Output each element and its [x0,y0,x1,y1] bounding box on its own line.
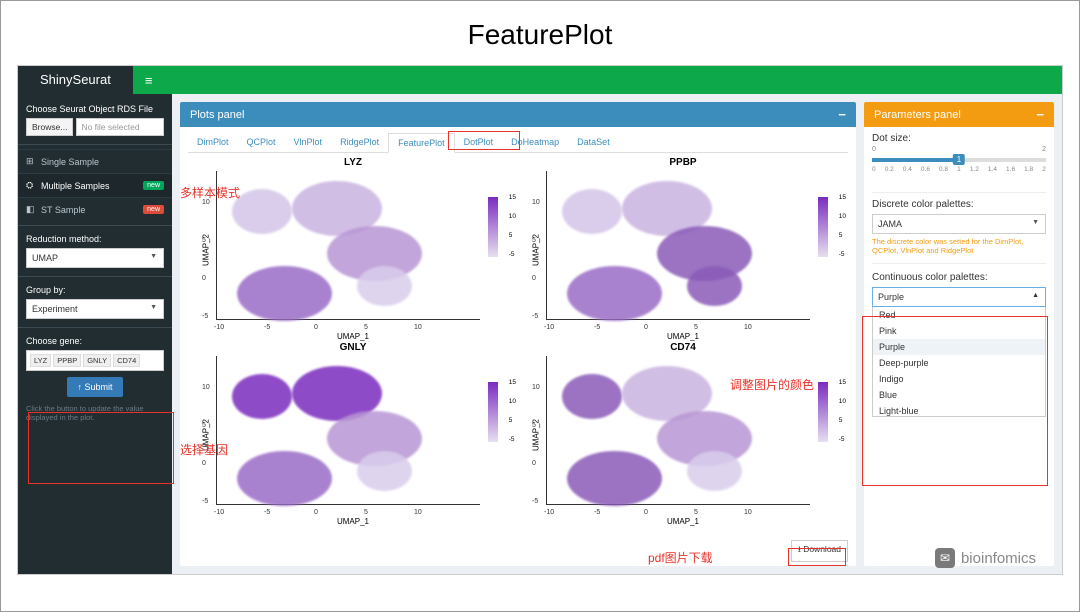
tab-doheatmap[interactable]: DoHeatmap [502,133,568,152]
hamburger-icon[interactable]: ≡ [133,73,165,88]
continuous-palette-label: Continuous color palettes: [872,272,1046,283]
plot-axes [216,171,480,320]
new-badge: new [143,205,164,214]
tab-dimplot[interactable]: DimPlot [188,133,238,152]
gene-label: Choose gene: [26,336,164,346]
x-axis-label: UMAP_1 [337,332,369,341]
collapse-icon[interactable]: − [1036,107,1044,122]
subplot-title: GNLY [188,342,518,353]
watermark: ✉ bioinfomics [935,548,1036,568]
reduction-label: Reduction method: [26,234,164,244]
collapse-icon[interactable]: − [838,107,846,122]
annot-pdf-download: pdf图片下载 [648,549,713,566]
palette-option[interactable]: Light-blue [873,403,1045,417]
chart-icon: ⛭ [26,180,36,191]
color-legend [488,382,498,442]
x-axis-label: UMAP_1 [667,517,699,526]
params-panel-header: Parameters panel − [864,102,1054,127]
subplot-title: PPBP [518,157,848,168]
subplot-title: LYZ [188,157,518,168]
plots-panel-header: Plots panel − [180,102,856,127]
new-badge: new [143,181,164,190]
palette-option[interactable]: Indigo [873,371,1045,387]
tab-dataset[interactable]: DataSet [568,133,619,152]
color-legend [488,197,498,257]
sidebar-item-label: Multiple Samples [41,181,110,191]
subplot: PPBP UMAP_2 UMAP_1 15105-5-10-50510-5051… [518,157,848,342]
x-axis-label: UMAP_1 [667,332,699,341]
gene-tag[interactable]: GNLY [83,354,111,367]
tab-qcplot[interactable]: QCPlot [238,133,285,152]
gene-tag[interactable]: PPBP [53,354,81,367]
tab-ridgeplot[interactable]: RidgePlot [331,133,388,152]
file-label: Choose Seurat Object RDS File [26,104,164,114]
submit-hint: Click the button to update the value dis… [18,401,172,425]
legend-ticks: 15105-5 [509,195,516,259]
color-legend [818,197,828,257]
discrete-hint: The discrete color was setted for the Di… [872,237,1046,255]
legend-ticks: 15105-5 [839,380,846,444]
content-area: Plots panel − DimPlot QCPlot VlnPlot Rid… [172,94,1062,574]
sidebar-item-single-sample[interactable]: ⊞ Single Sample [18,149,172,173]
dot-size-slider[interactable]: 02 1 00.20.40.60.811.21.41.61.82 [872,148,1046,182]
wechat-icon: ✉ [935,548,955,568]
page-title: FeaturePlot [1,1,1079,65]
subplot-title: CD74 [518,342,848,353]
download-button[interactable]: ⭳ Download [791,540,848,562]
continuous-palette-options[interactable]: RedPinkPurpleDeep-purpleIndigoBlueLight-… [872,307,1046,417]
plots-panel-title: Plots panel [190,109,244,121]
topbar: ShinySeurat ≡ [18,66,1062,94]
slider-thumb[interactable]: 1 [953,154,965,165]
continuous-palette-select[interactable]: Purple [872,287,1046,307]
params-panel-title: Parameters panel [874,109,961,121]
plot-grid: LYZ UMAP_2 UMAP_1 15105-5-10-50510-50510… [188,157,848,527]
browse-button[interactable]: Browse... [26,118,73,136]
layers-icon: ◧ [26,204,36,215]
tab-featureplot[interactable]: FeaturePlot [388,133,455,153]
group-select[interactable]: Experiment [26,299,164,319]
plot-tabs: DimPlot QCPlot VlnPlot RidgePlot Feature… [188,133,848,153]
gene-tags-input[interactable]: LYZ PPBP GNLY CD74 [26,350,164,371]
group-label: Group by: [26,285,164,295]
dot-size-label: Dot size: [872,133,1046,144]
app-frame: ShinySeurat ≡ Choose Seurat Object RDS F… [17,65,1063,575]
sidebar-item-st-sample[interactable]: ◧ ST Sample new [18,197,172,221]
discrete-palette-label: Discrete color palettes: [872,199,1046,210]
palette-option[interactable]: Red [873,307,1045,323]
discrete-palette-select[interactable]: JAMA [872,214,1046,234]
annot-multi-sample: 多样本模式 [180,184,240,201]
color-legend [818,382,828,442]
file-name-field: No file selected [76,118,164,136]
subplot: GNLY UMAP_2 UMAP_1 15105-5-10-50510-5051… [188,342,518,527]
sidebar-item-label: ST Sample [41,205,85,215]
palette-option[interactable]: Blue [873,387,1045,403]
x-axis-label: UMAP_1 [337,517,369,526]
submit-button[interactable]: ↑ Submit [67,377,122,397]
sidebar-item-multiple-samples[interactable]: ⛭ Multiple Samples new [18,173,172,197]
gene-tag[interactable]: CD74 [113,354,140,367]
tab-dotplot[interactable]: DotPlot [455,133,503,152]
sidebar: Choose Seurat Object RDS File Browse... … [18,94,172,574]
palette-option[interactable]: Pink [873,323,1045,339]
plot-axes [216,356,480,505]
legend-ticks: 15105-5 [839,195,846,259]
brand: ShinySeurat [18,66,133,94]
palette-option[interactable]: Deep-purple [873,355,1045,371]
plot-axes [546,171,810,320]
annot-choose-gene: 选择基因 [180,441,228,458]
annot-adjust-color: 调整图片的颜色 [730,376,814,393]
subplot: CD74 UMAP_2 UMAP_1 15105-5-10-50510-5051… [518,342,848,527]
legend-ticks: 15105-5 [509,380,516,444]
palette-option[interactable]: Purple [873,339,1045,355]
sidebar-item-label: Single Sample [41,157,99,167]
tab-vlnplot[interactable]: VlnPlot [285,133,332,152]
gene-tag[interactable]: LYZ [30,354,51,367]
grid-icon: ⊞ [26,156,36,167]
reduction-select[interactable]: UMAP [26,248,164,268]
